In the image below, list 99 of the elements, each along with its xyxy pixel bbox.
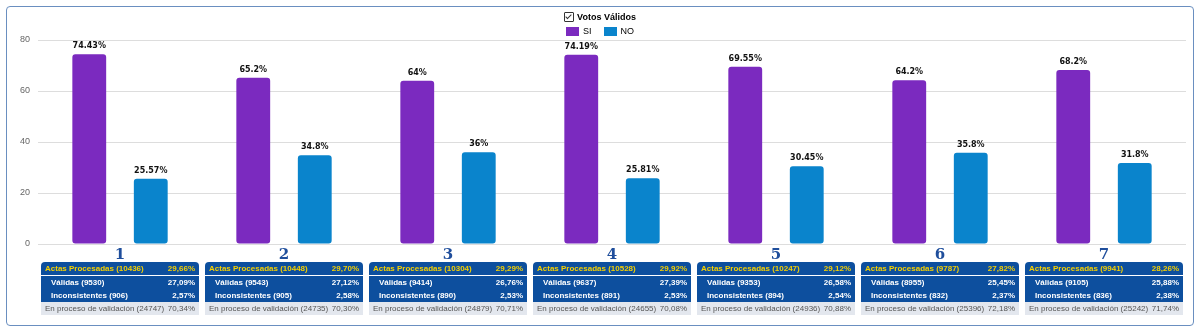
- text: 70,30%: [331, 303, 359, 315]
- x-tick-label: 2: [278, 244, 290, 263]
- text: 29,66%: [167, 263, 195, 275]
- bar: [564, 54, 599, 244]
- text: 26,76%: [495, 277, 523, 289]
- legend-title: Votos Válidos: [577, 12, 636, 22]
- text: Inconsistentes (832): [871, 290, 948, 302]
- bar: [892, 80, 927, 244]
- text: 71,74%: [1151, 303, 1179, 315]
- text: En proceso de validación (25242): [1029, 303, 1149, 315]
- bar: [400, 80, 435, 244]
- bar: [1056, 70, 1091, 244]
- text: 26,58%: [823, 277, 851, 289]
- text: 30.45%: [790, 153, 824, 163]
- text: 29,70%: [331, 263, 359, 275]
- bar: [236, 77, 271, 244]
- text: Actas Procesadas (10304): [373, 263, 472, 275]
- text: 27,82%: [987, 263, 1015, 275]
- y-tick-label: 60: [20, 85, 31, 96]
- bar: [72, 54, 107, 244]
- text: 27,39%: [659, 277, 687, 289]
- y-tick-label: 0: [25, 238, 31, 249]
- text: 27,12%: [331, 277, 359, 289]
- text: En proceso de validación (24879): [373, 303, 493, 315]
- text: 25.81%: [626, 165, 660, 175]
- y-tick-label: 40: [20, 136, 31, 147]
- text: 2,53%: [664, 290, 687, 302]
- text: Válidas (8955): [871, 277, 925, 289]
- text: 65.2%: [239, 64, 268, 74]
- bar: [728, 66, 763, 244]
- x-tick-label: 1: [114, 244, 126, 263]
- text: Actas Procesadas (10247): [701, 263, 800, 275]
- text: 25,88%: [1151, 277, 1179, 289]
- text: Válidas (9105): [1035, 277, 1089, 289]
- text: Inconsistentes (905): [215, 290, 292, 302]
- text: Válidas (9543): [215, 277, 269, 289]
- text: 2,37%: [992, 290, 1015, 302]
- text: Inconsistentes (890): [379, 290, 456, 302]
- text: 34.8%: [300, 142, 329, 152]
- text: 29,92%: [659, 263, 687, 275]
- text: 68.2%: [1059, 57, 1088, 67]
- text: En proceso de validación (24655): [537, 303, 657, 315]
- text: 27,09%: [167, 277, 195, 289]
- bar: [133, 178, 168, 244]
- text: 35.8%: [956, 139, 985, 149]
- text: En proceso de validación (24747): [45, 303, 165, 315]
- text: Actas Procesadas (10528): [537, 263, 636, 275]
- text: Actas Procesadas (9941): [1029, 263, 1124, 275]
- text: Válidas (9530): [51, 277, 105, 289]
- x-tick-label: 3: [442, 244, 454, 263]
- text: Válidas (9353): [707, 277, 761, 289]
- bar: [1117, 162, 1152, 244]
- text: Válidas (9414): [379, 277, 433, 289]
- x-tick-label: 7: [1098, 244, 1110, 263]
- text: 69.55%: [728, 53, 762, 63]
- text: En proceso de validación (24735): [209, 303, 329, 315]
- legend-label: SI: [582, 26, 592, 36]
- text: 70,71%: [495, 303, 523, 315]
- text: 2,53%: [500, 290, 523, 302]
- legend-label: NO: [619, 26, 634, 36]
- text: 74.19%: [564, 41, 598, 51]
- text: 36%: [469, 139, 489, 149]
- text: Válidas (9637): [543, 277, 597, 289]
- text: 28,26%: [1151, 263, 1179, 275]
- text: En proceso de validación (24936): [701, 303, 821, 315]
- text: En proceso de validación (25396): [865, 303, 985, 315]
- text: 2,57%: [172, 290, 195, 302]
- text: Actas Procesadas (10436): [45, 263, 144, 275]
- text: 31.8%: [1120, 149, 1149, 159]
- text: 25,45%: [987, 277, 1015, 289]
- text: Actas Procesadas (10448): [209, 263, 308, 275]
- x-tick-label: 6: [934, 244, 946, 263]
- text: 72,18%: [987, 303, 1015, 315]
- x-tick-label: 4: [606, 244, 618, 263]
- text: 2,38%: [1156, 290, 1179, 302]
- text: 64%: [407, 67, 427, 77]
- text: Inconsistentes (894): [707, 290, 784, 302]
- text: 29,29%: [495, 263, 523, 275]
- text: 29,12%: [823, 263, 851, 275]
- text: 2,54%: [828, 290, 851, 302]
- bar: [461, 152, 496, 244]
- text: 70,34%: [167, 303, 195, 315]
- y-tick-label: 80: [20, 34, 31, 45]
- text: 70,88%: [823, 303, 851, 315]
- bar: [625, 178, 660, 244]
- text: Inconsistentes (906): [51, 290, 128, 302]
- text: 70,08%: [659, 303, 687, 315]
- text: Inconsistentes (891): [543, 290, 620, 302]
- x-tick-label: 5: [770, 244, 782, 263]
- text: 74.43%: [72, 41, 106, 51]
- text: Inconsistentes (836): [1035, 290, 1112, 302]
- bar: [953, 152, 988, 244]
- text: 64.2%: [895, 67, 924, 77]
- y-tick-label: 20: [20, 187, 31, 198]
- bar: [789, 166, 824, 244]
- bar: [297, 155, 332, 244]
- text: Actas Procesadas (9787): [865, 263, 960, 275]
- text: 25.57%: [134, 165, 168, 175]
- text: 2,58%: [336, 290, 359, 302]
